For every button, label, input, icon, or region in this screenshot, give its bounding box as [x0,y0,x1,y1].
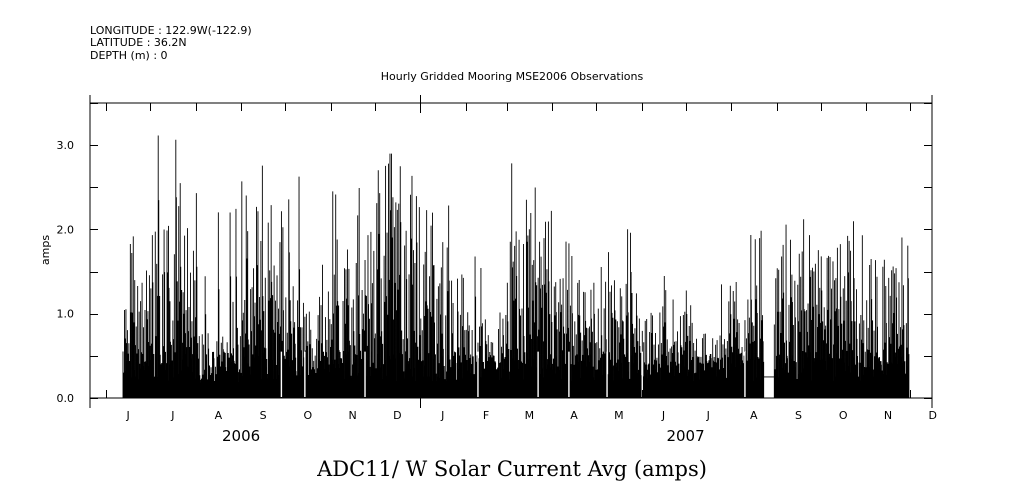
x-month-label: A [215,409,223,422]
longitude-value: 122.9W(-122.9) [165,24,252,37]
x-month-label: M [614,409,624,422]
x-month-label: J [706,409,710,422]
x-month-label: S [795,409,802,422]
x-month-label: D [393,409,401,422]
x-month-label: A [750,409,758,422]
meta-longitude: LONGITUDE : 122.9W(-122.9) [90,25,252,37]
x-month-label: J [126,409,130,422]
x-axis-title: ADC11/ W Solar Current Avg (amps) [316,457,707,481]
x-month-label: J [170,409,174,422]
axes-layer: 0.0 1.0 2.0 3.0 J J A S O N D J F M A M J J A S O N D 2006 2007 [57,95,937,445]
data-gap [568,351,570,397]
data-gap [477,351,479,397]
y-tick-label: 2.0 [57,223,75,236]
x-month-label: O [839,409,848,422]
y-tick-label: 1.0 [57,308,75,321]
data-gap [364,351,366,397]
data-gap [280,351,283,397]
x-month-label: N [884,409,892,422]
latitude-label: LATITUDE : [90,36,151,49]
x-month-label: O [303,409,312,422]
x-month-label: J [661,409,665,422]
x-month-label: A [570,409,578,422]
depth-label: DEPTH (m) : [90,49,158,62]
x-year-label: 2006 [222,427,260,445]
meta-depth: DEPTH (m) : 0 [90,50,168,62]
y-axis-label: amps [39,235,52,265]
x-year-label: 2007 [666,427,704,445]
data-gap [744,351,746,397]
data-gap [537,351,539,397]
x-month-label: N [348,409,356,422]
x-month-label: J [440,409,444,422]
series-hourly-current [122,135,910,398]
x-month-label: F [483,409,489,422]
latitude-value: 36.2N [153,36,187,49]
data-gap [304,351,306,397]
data-gap [641,351,643,397]
chart-title: Hourly Gridded Mooring MSE2006 Observati… [381,70,644,83]
meta-latitude: LATITUDE : 36.2N [90,37,187,49]
data-gap [606,351,608,397]
data-layer [122,135,910,398]
x-month-label: M [525,409,535,422]
x-month-label: D [928,409,936,422]
depth-value: 0 [160,49,168,62]
longitude-label: LONGITUDE : [90,24,162,37]
y-tick-label: 0.0 [57,392,75,405]
y-tick-label: 3.0 [57,139,75,152]
plot-frame [89,102,933,399]
x-month-label: S [260,409,267,422]
